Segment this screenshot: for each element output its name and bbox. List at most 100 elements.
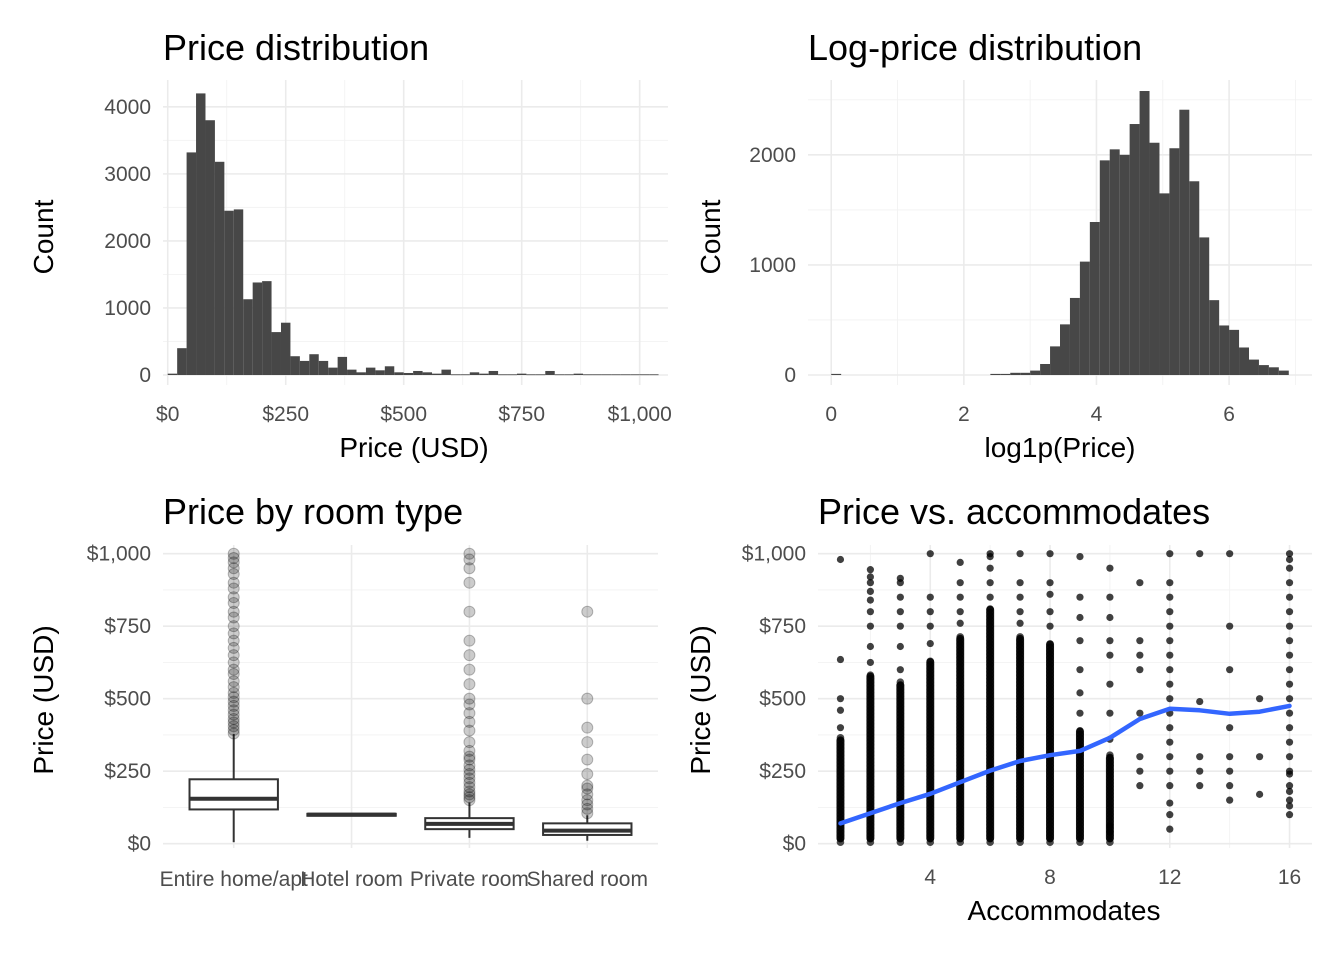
scatter-point [986, 579, 994, 587]
scatter-point [1076, 689, 1084, 697]
scatter-point [1285, 680, 1294, 688]
outlier-point [227, 611, 240, 624]
histogram-bar [1249, 359, 1259, 375]
scatter-point [866, 608, 874, 616]
histogram-bar [271, 332, 281, 375]
outlier-point [463, 715, 476, 728]
outlier-point [227, 681, 240, 694]
grid [818, 545, 1312, 848]
outlier-point [227, 634, 240, 647]
outlier-point [463, 794, 476, 807]
x-tick-label: 0 [825, 403, 837, 426]
histogram-bar [309, 354, 319, 375]
scatter-point [896, 642, 904, 651]
outlier-point [463, 763, 476, 776]
y-tick-label: $250 [104, 760, 151, 783]
x-tick-labels: 0 2 4 6 [825, 403, 1235, 426]
outlier-point [227, 649, 240, 662]
scatter-point [1166, 651, 1174, 659]
outlier-point [463, 576, 476, 589]
histogram-bar [573, 373, 584, 375]
scatter-point [1166, 695, 1174, 703]
y-tick-label: 0 [139, 364, 151, 387]
histogram-bar [554, 374, 565, 376]
scatter-point [956, 579, 964, 587]
scatter-point [1285, 622, 1294, 630]
scatter-point [1285, 782, 1294, 790]
histogram-bar [1219, 325, 1230, 375]
histogram-bar [1050, 346, 1060, 375]
outlier-point [227, 582, 240, 595]
scatter-point [1046, 579, 1054, 587]
x-axis-title: Price (USD) [339, 432, 488, 463]
x-tick-label: 2 [958, 403, 970, 426]
outlier-point [581, 692, 594, 705]
scatter-point [1166, 637, 1174, 645]
outlier-point [227, 686, 240, 699]
scatter-point [896, 593, 904, 601]
y-tick-labels: 0 1000 2000 [749, 144, 796, 387]
histogram-bar [1000, 373, 1011, 375]
scatter-point [1106, 828, 1114, 836]
histogram-bar [1060, 324, 1070, 375]
scatter-point [866, 579, 874, 587]
histogram-bar [507, 374, 517, 376]
histogram-bar [1040, 363, 1051, 375]
scatter-point [1016, 619, 1024, 627]
y-tick-label: $500 [759, 688, 806, 711]
outlier-point [463, 605, 476, 618]
scatter-point [1285, 593, 1294, 601]
outlier-point [227, 708, 240, 721]
scatter-point [1136, 767, 1144, 775]
scatter-point [1285, 555, 1294, 564]
outlier-point [463, 781, 476, 794]
outlier-point [227, 562, 240, 575]
outlier-point [227, 567, 240, 580]
scatter-point [1285, 579, 1294, 587]
panel-title: Log-price distribution [808, 27, 1142, 68]
histogram-bar [262, 281, 272, 375]
scatter-point [1285, 709, 1294, 717]
scatter-point [866, 596, 874, 604]
histogram-bar [356, 372, 366, 375]
y-tick-label: $750 [104, 615, 151, 638]
histogram-bar [403, 372, 414, 375]
scatter-point [1166, 680, 1174, 688]
histogram-bar [233, 209, 244, 375]
scatter-point [866, 566, 874, 574]
histogram-bar [280, 322, 291, 375]
x-tick-label: 16 [1278, 866, 1301, 889]
scatter-point [1046, 608, 1054, 616]
histogram-bar [545, 370, 555, 375]
scatter-point [896, 574, 904, 582]
outlier-point [227, 605, 240, 618]
y-tick-label: $1,000 [87, 543, 151, 566]
bars [167, 93, 659, 376]
histogram-bar [583, 374, 593, 376]
scatter-point [1166, 724, 1174, 732]
outlier-point [227, 576, 240, 589]
y-tick-label: 2000 [749, 144, 796, 167]
histogram-bar [592, 374, 602, 376]
scatter-point [1136, 651, 1144, 659]
outlier-point [227, 663, 240, 676]
x-tick-label: Entire home/apt [160, 868, 308, 891]
outlier-point [581, 721, 594, 734]
scatter-point [956, 593, 964, 601]
scatter-point [956, 608, 964, 616]
scatter-point [1136, 753, 1144, 761]
histogram-bar [1099, 160, 1110, 375]
x-tick-label: 6 [1223, 403, 1235, 426]
scatter-point [1166, 579, 1174, 587]
boxplot-0 [188, 547, 279, 843]
scatter-point [1256, 790, 1264, 798]
x-tick-label: 4 [1091, 403, 1103, 426]
outlier-point [227, 556, 240, 569]
histogram-bar [394, 372, 404, 375]
scatter-point [1076, 666, 1084, 674]
histogram-bar [1089, 221, 1100, 375]
histogram-bar [167, 373, 178, 375]
histogram-bar [1030, 370, 1041, 375]
